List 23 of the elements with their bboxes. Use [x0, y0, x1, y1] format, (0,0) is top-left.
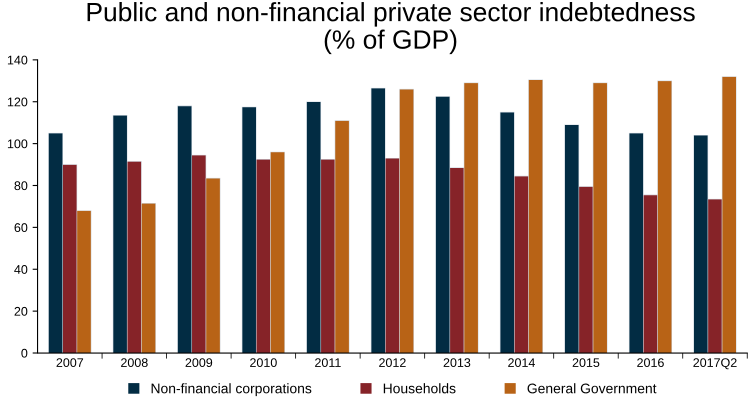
x-tick-label: 2017Q2 — [693, 358, 737, 370]
x-tick-label: 2009 — [186, 358, 212, 368]
x-tick-label: 2007 — [56, 358, 84, 368]
x-tick-label: 2012 — [379, 358, 406, 368]
y-tick-label: 20 — [14, 306, 28, 316]
x-tick-label: 2011 — [315, 358, 341, 368]
y-tick-label: 60 — [14, 223, 28, 232]
x-tick-label: 2014 — [508, 358, 535, 368]
y-tick-label: 0 — [21, 348, 28, 358]
y-tick-label: 100 — [8, 139, 28, 148]
x-tick-label: 2013 — [444, 358, 470, 368]
x-tick-label: 2015 — [572, 358, 600, 368]
x-tick-label: 2008 — [121, 358, 148, 368]
y-tick-label: 80 — [14, 181, 28, 190]
x-tick-label: 2016 — [637, 358, 664, 368]
y-tick-label: 40 — [14, 265, 28, 274]
legend-label: Households — [384, 383, 456, 394]
legend-label: General Government — [528, 383, 656, 394]
legend-label: Non-financial corporations — [152, 383, 312, 396]
x-tick-label: 2010 — [250, 358, 277, 368]
y-tick-label: 120 — [8, 98, 28, 106]
y-tick-label: 140 — [8, 56, 28, 65]
chart-title: Public and non-financial private sector indebtedness (% of GDP) — [88, 2, 695, 54]
